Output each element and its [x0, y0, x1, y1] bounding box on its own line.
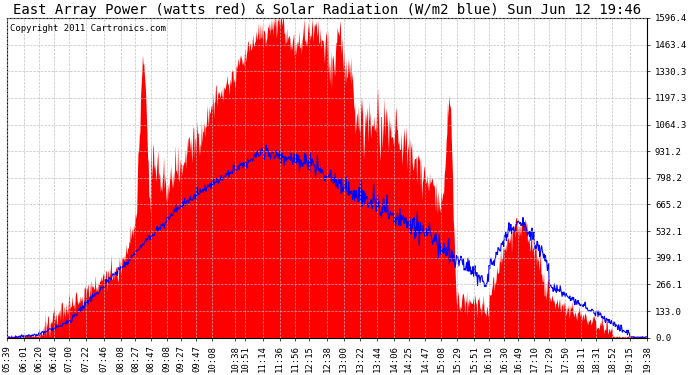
Title: East Array Power (watts red) & Solar Radiation (W/m2 blue) Sun Jun 12 19:46: East Array Power (watts red) & Solar Rad…	[13, 3, 642, 17]
Text: Copyright 2011 Cartronics.com: Copyright 2011 Cartronics.com	[10, 24, 166, 33]
